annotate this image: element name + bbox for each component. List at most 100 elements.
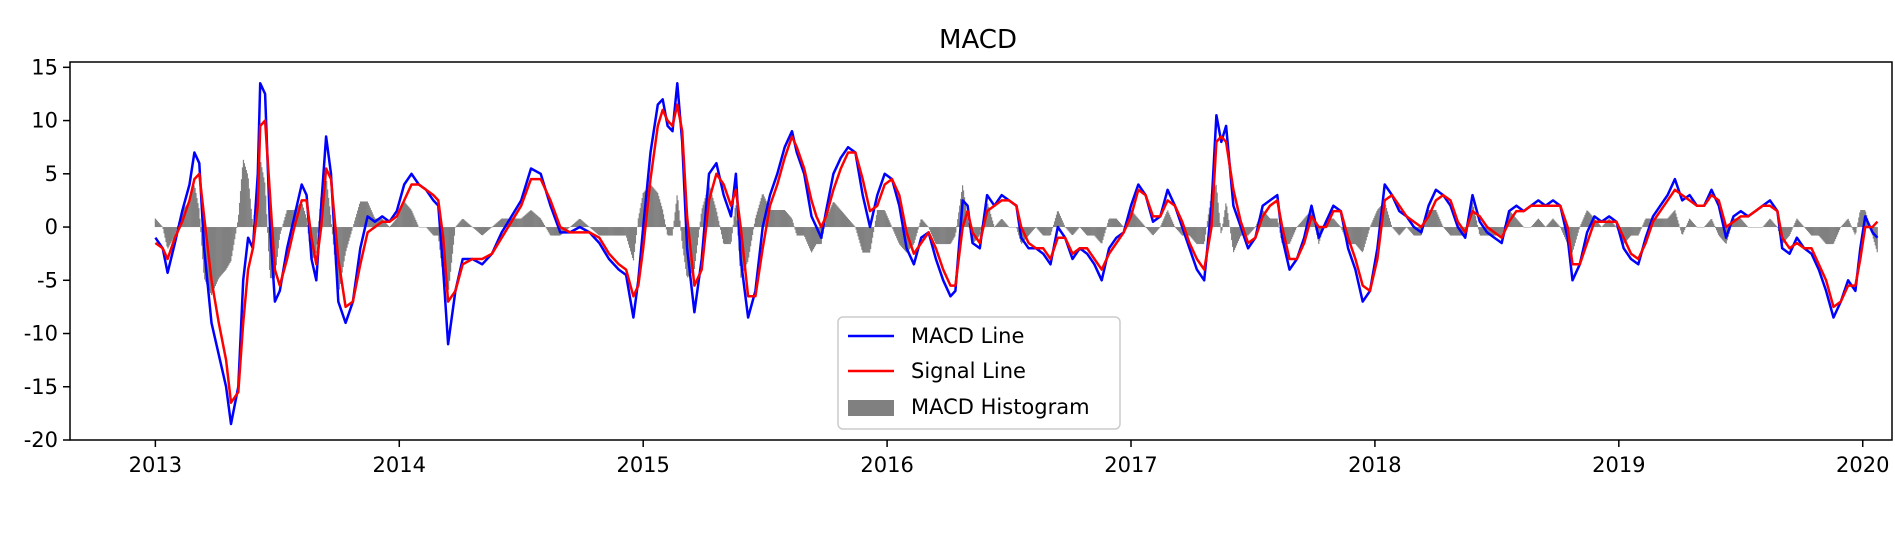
- histogram-bar: [1735, 218, 1737, 228]
- histogram-bar: [524, 215, 526, 228]
- signal-line: [154, 103, 1879, 404]
- histogram-bar: [942, 227, 944, 245]
- histogram-bar: [1691, 221, 1693, 228]
- histogram-bar: [892, 227, 894, 230]
- histogram-bar: [523, 215, 525, 228]
- histogram-bar: [1832, 227, 1834, 245]
- histogram-bar: [1052, 224, 1055, 228]
- histogram-bar: [433, 227, 435, 236]
- histogram-bar: [1119, 223, 1121, 228]
- histogram-bar: [1707, 222, 1709, 228]
- histogram-bar: [1449, 227, 1452, 236]
- histogram-bar: [1833, 227, 1835, 244]
- histogram-bar: [429, 227, 431, 232]
- histogram-bar: [639, 208, 641, 228]
- histogram-bar: [1296, 226, 1299, 228]
- histogram-bar: [956, 225, 958, 228]
- histogram-bar: [364, 201, 367, 228]
- histogram-bar: [1085, 227, 1088, 235]
- histogram-bar: [1852, 227, 1854, 231]
- histogram-bar: [805, 227, 807, 240]
- histogram-bar: [610, 227, 612, 236]
- histogram-bar: [1499, 227, 1501, 236]
- histogram-bar: [1062, 222, 1064, 228]
- histogram-bar: [249, 198, 251, 228]
- histogram-bar: [1857, 222, 1859, 228]
- histogram-bar: [516, 218, 518, 228]
- histogram-bar: [1295, 227, 1298, 228]
- histogram-bar: [816, 227, 819, 245]
- histogram-bar: [1214, 186, 1216, 228]
- histogram-bar: [1479, 227, 1482, 236]
- histogram-bar: [268, 227, 271, 270]
- histogram-bar: [1711, 219, 1713, 228]
- histogram-bar: [1082, 227, 1085, 232]
- histogram-bar: [176, 227, 178, 230]
- histogram-bar: [1000, 219, 1002, 228]
- histogram-bar: [888, 220, 890, 228]
- histogram-bar: [477, 227, 479, 232]
- histogram-bar: [1103, 227, 1105, 237]
- histogram-bar: [760, 197, 762, 228]
- histogram-bar: [498, 220, 500, 228]
- histogram-bar: [664, 224, 667, 228]
- histogram-bar: [1572, 227, 1574, 250]
- histogram-bar: [200, 227, 202, 233]
- histogram-bar: [1274, 218, 1276, 228]
- histogram-bar: [1302, 219, 1304, 228]
- histogram-bar: [655, 190, 657, 228]
- histogram-bar: [1596, 222, 1599, 228]
- histogram-bar: [574, 222, 577, 228]
- histogram-bar: [1695, 226, 1697, 228]
- histogram-bar: [175, 227, 177, 233]
- histogram-bar: [1547, 224, 1549, 228]
- histogram-bar: [658, 195, 660, 228]
- histogram-bar: [1555, 221, 1557, 228]
- histogram-bar: [1745, 225, 1748, 228]
- histogram-bar: [1215, 184, 1217, 228]
- histogram-bar: [628, 227, 630, 245]
- histogram-bar: [1277, 222, 1279, 228]
- histogram-bar: [1642, 224, 1644, 228]
- histogram-bar: [1627, 227, 1630, 239]
- histogram-bar: [1084, 227, 1087, 234]
- histogram-bar: [1520, 223, 1522, 228]
- histogram-bar: [482, 227, 485, 235]
- histogram-bar: [1448, 227, 1451, 235]
- histogram-bar: [763, 196, 765, 228]
- histogram-bar: [809, 227, 811, 249]
- histogram-bar: [1512, 214, 1514, 228]
- histogram-bar: [1387, 214, 1390, 228]
- histogram-bar: [1578, 227, 1580, 230]
- histogram-bar: [360, 201, 363, 228]
- histogram-bar: [306, 224, 308, 228]
- histogram-bar: [1797, 219, 1799, 228]
- histogram-bar: [342, 227, 344, 268]
- histogram-bar: [1299, 222, 1301, 228]
- histogram-bar: [1224, 210, 1226, 228]
- histogram-bar: [1055, 214, 1058, 228]
- histogram-bar: [967, 222, 969, 228]
- histogram-bar: [715, 207, 717, 228]
- histogram-bar: [1199, 227, 1201, 245]
- histogram-bar: [1793, 225, 1795, 228]
- histogram-bar: [1247, 227, 1249, 236]
- histogram-bar: [1293, 227, 1295, 235]
- histogram-bar: [404, 202, 406, 228]
- histogram-bar: [1501, 227, 1503, 236]
- histogram-bar: [1179, 227, 1181, 234]
- histogram-bar: [356, 213, 358, 228]
- histogram-bar: [495, 223, 497, 228]
- histogram-bar: [1549, 221, 1551, 228]
- histogram-bar: [634, 227, 637, 244]
- histogram-bar: [989, 210, 991, 228]
- histogram-bar: [1139, 220, 1141, 228]
- histogram-bar: [949, 227, 951, 245]
- x-tick-label-2018: 2018: [1348, 453, 1401, 477]
- histogram-bar: [242, 159, 245, 228]
- histogram-bar: [674, 212, 676, 228]
- histogram-bar: [751, 227, 754, 235]
- histogram-bar: [633, 227, 636, 252]
- histogram-bar: [365, 201, 367, 228]
- histogram-bar: [943, 227, 945, 245]
